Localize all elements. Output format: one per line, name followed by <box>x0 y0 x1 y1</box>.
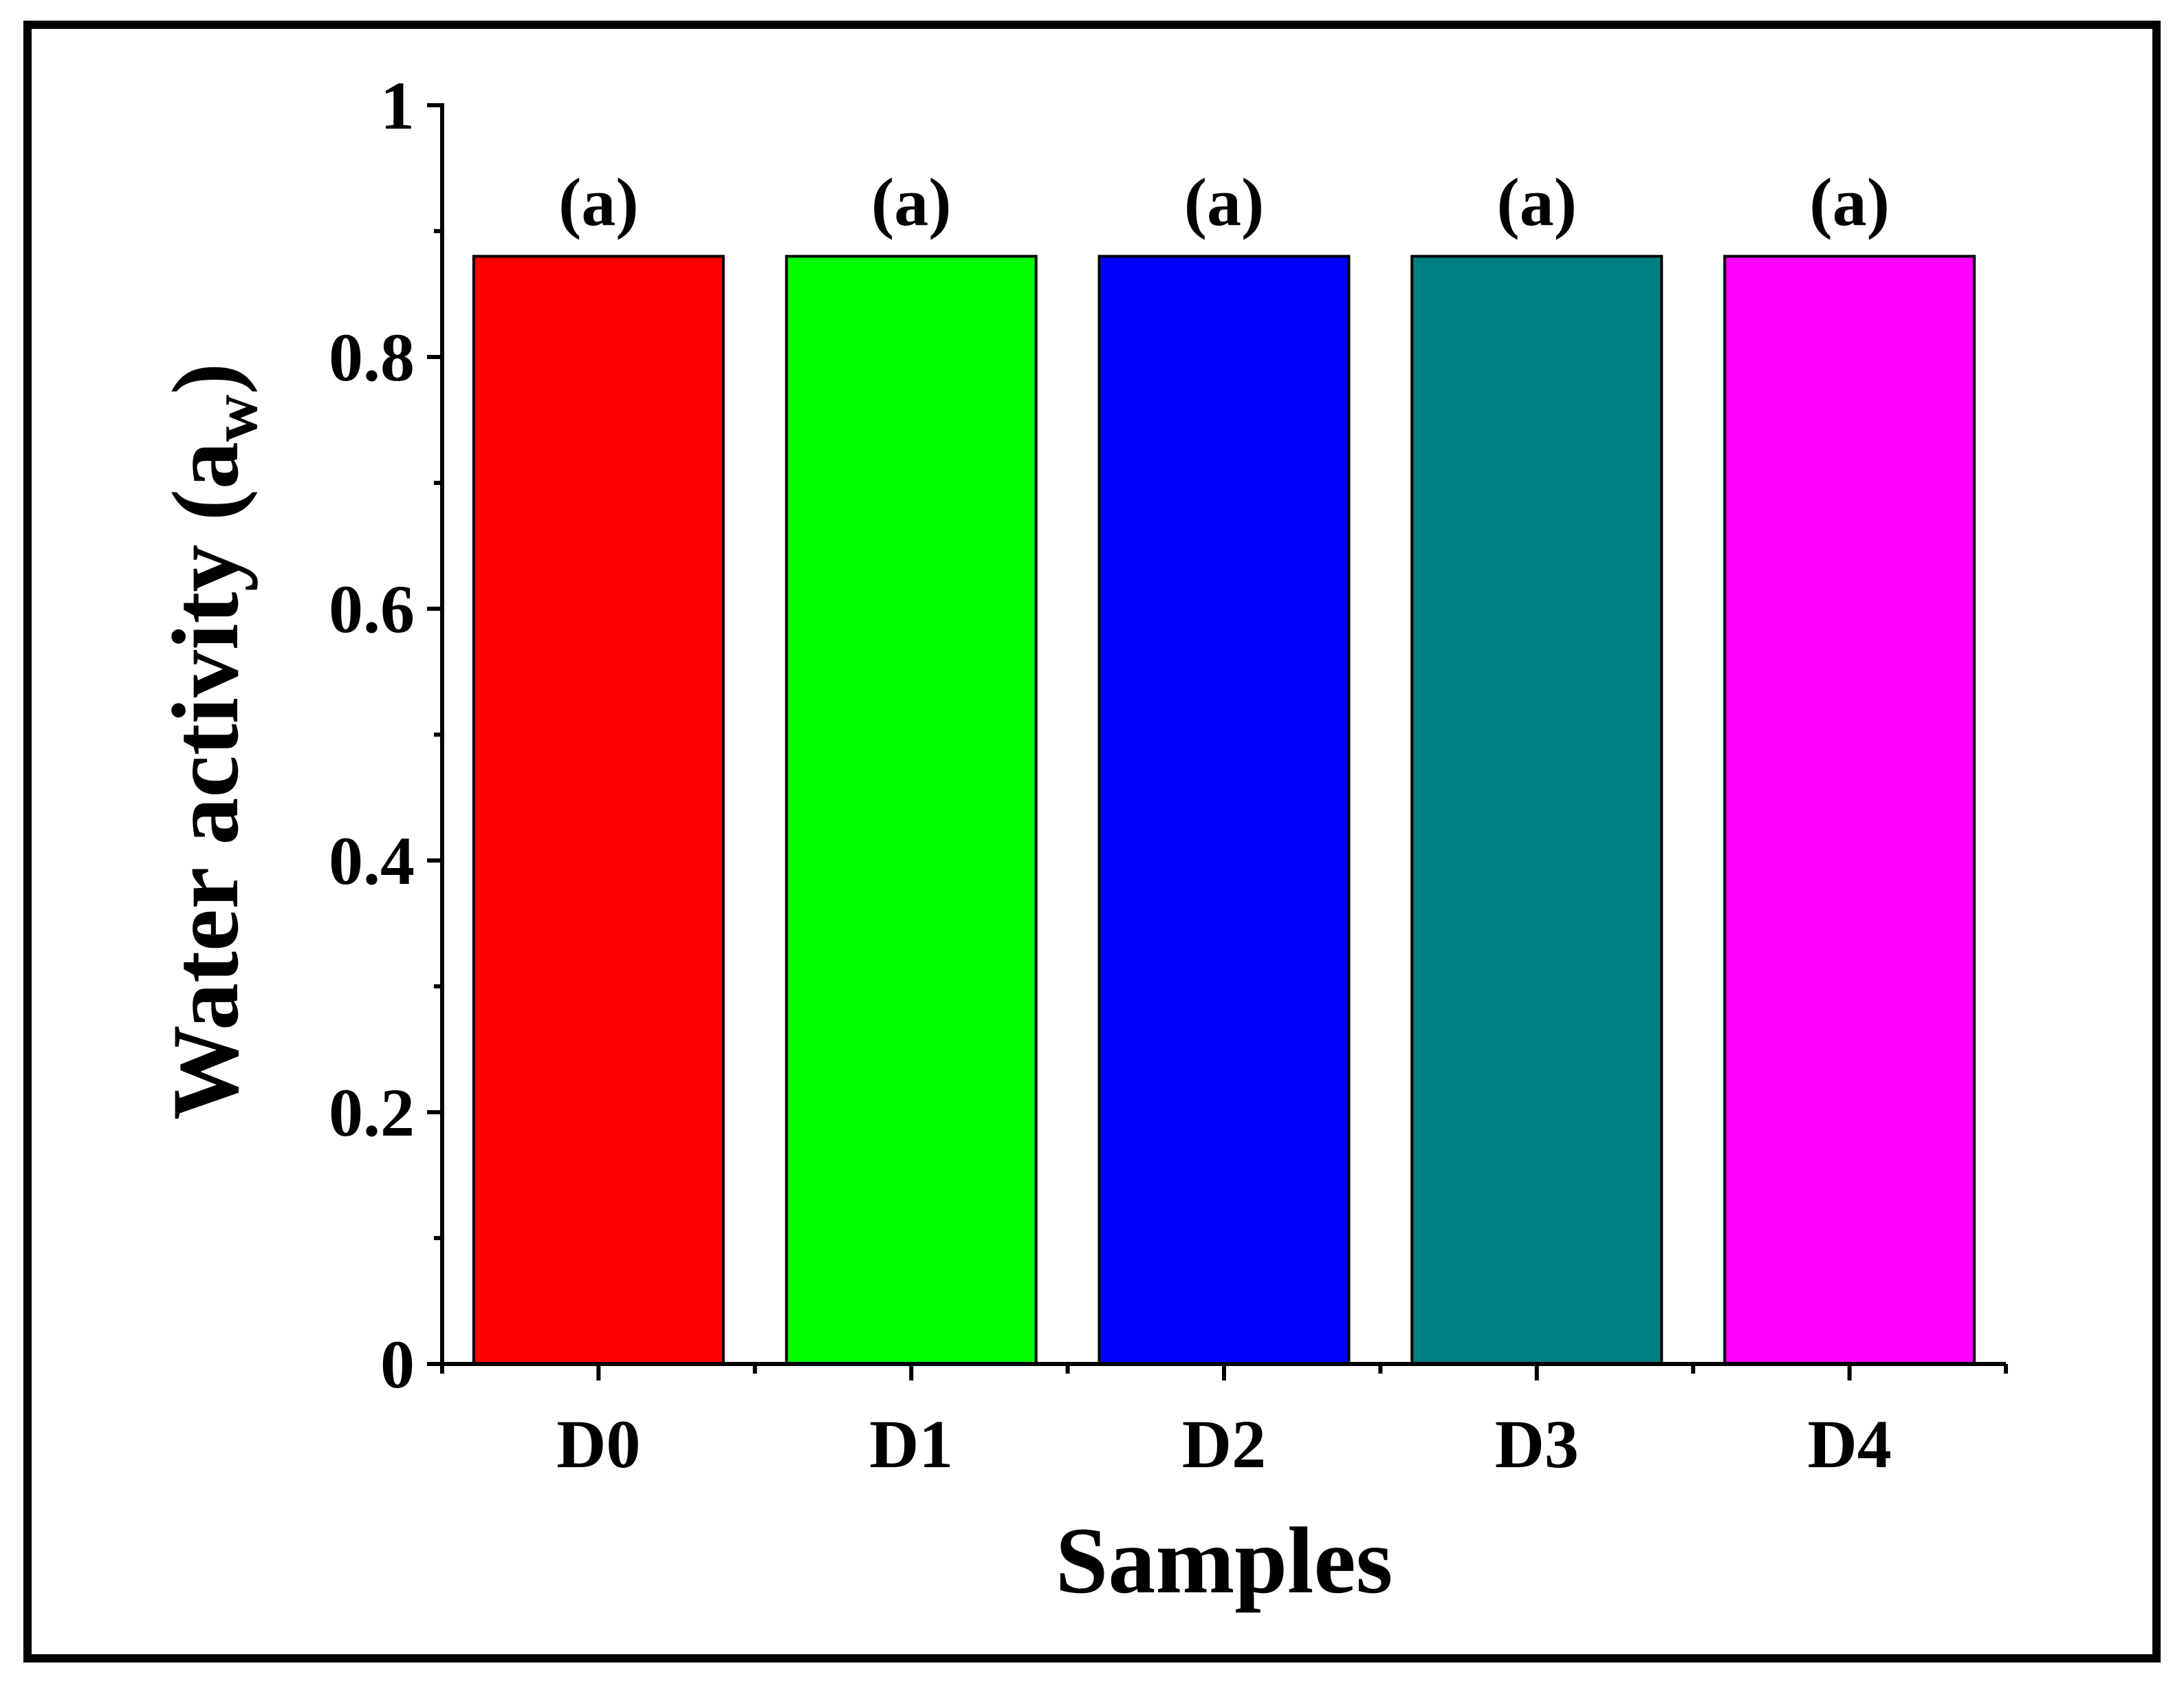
bars-layer <box>472 254 1976 1366</box>
y-ticks: 0 0.2 0.4 0.6 0.8 1 <box>329 67 442 1402</box>
y-tick-label: 0.4 <box>329 823 415 899</box>
y-tick-label: 0 <box>380 1326 415 1402</box>
x-axis-title: Samples <box>1056 1508 1393 1613</box>
bar-group-label-d2: (a) <box>1184 164 1265 241</box>
bar-d4 <box>1723 254 1976 1366</box>
bar-d1 <box>785 254 1038 1366</box>
bar-group-label-d4: (a) <box>1809 164 1890 241</box>
figure-border <box>23 21 2161 1662</box>
y-tick-label: 0.8 <box>329 319 415 396</box>
y-tick-label: 0.2 <box>329 1074 415 1151</box>
y-tick-label: 0.6 <box>329 571 415 647</box>
y-tick-label: 1 <box>380 67 415 144</box>
x-tick-label-d4: D4 <box>1807 1406 1891 1482</box>
group-labels-layer: (a) (a) (a) (a) (a) <box>558 164 1890 241</box>
bar-group-label-d1: (a) <box>871 164 952 241</box>
bar-group-label-d3: (a) <box>1496 164 1577 241</box>
bar-d0 <box>472 254 725 1366</box>
y-axis-title-main: Water activity (a <box>153 442 258 1120</box>
y-axis-title: Water activity (aw) <box>153 363 271 1120</box>
x-tick-label-d0: D0 <box>556 1406 640 1482</box>
y-axis-title-subscript: w <box>198 394 271 442</box>
bar-d3 <box>1410 254 1663 1366</box>
x-tick-label-d3: D3 <box>1495 1406 1579 1482</box>
bar-group-label-d0: (a) <box>558 164 639 241</box>
x-tick-label-d1: D1 <box>869 1406 953 1482</box>
x-tick-label-d2: D2 <box>1182 1406 1266 1482</box>
bar-d2 <box>1098 254 1351 1366</box>
x-ticks: D0 D1 D2 D3 D4 <box>440 1364 2008 1482</box>
y-axis-title-close: ) <box>153 363 258 395</box>
